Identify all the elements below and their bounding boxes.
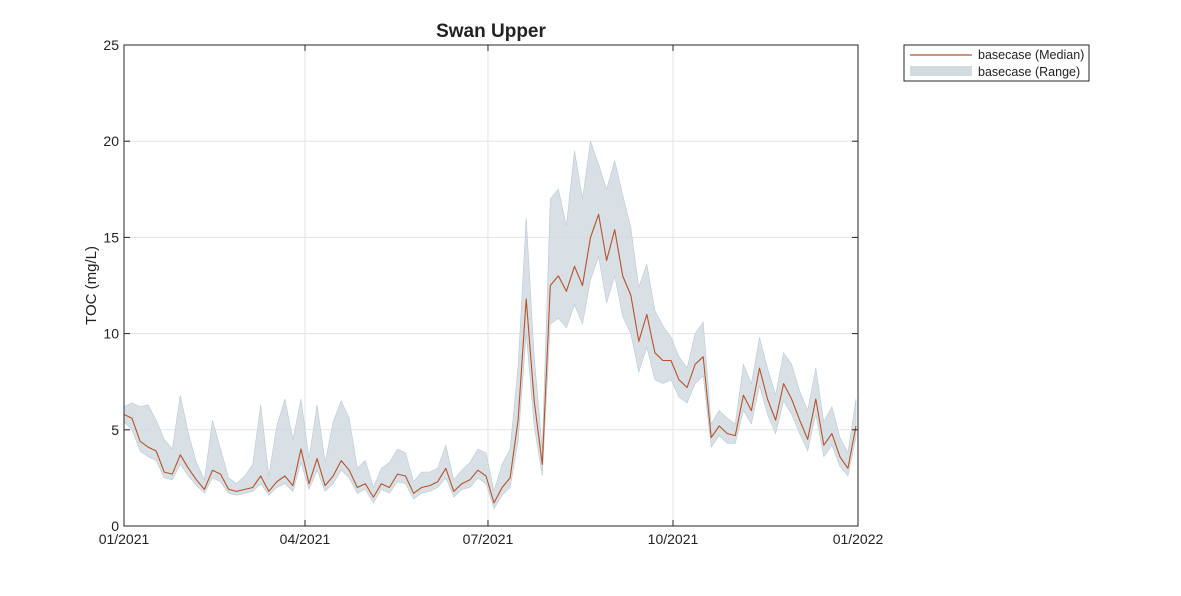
x-tick-label: 01/2022 (833, 531, 884, 547)
median-line-layer (123, 213, 857, 504)
y-axis-ticks: 0 5 10 15 20 25 (103, 37, 858, 534)
x-tick-label: 04/2021 (280, 531, 331, 547)
x-tick-label: 10/2021 (648, 531, 699, 547)
y-axis-label: TOC (mg/L) (83, 246, 100, 325)
range-band (123, 141, 857, 510)
x-axis-ticks: 01/2021 04/2021 07/2021 10/2021 01/2022 (99, 45, 884, 547)
y-tick-label: 10 (103, 326, 119, 342)
y-tick-label: 15 (103, 229, 119, 245)
x-tick-label: 07/2021 (463, 531, 514, 547)
legend-median-label: basecase (Median) (978, 48, 1084, 62)
range-band-layer (123, 141, 857, 510)
chart-title: Swan Upper (436, 21, 546, 42)
y-tick-label: 5 (111, 422, 119, 438)
legend-range-swatch (910, 66, 972, 76)
median-line (123, 213, 857, 504)
plot-frame (123, 44, 859, 527)
legend: basecase (Median) basecase (Range) (903, 44, 1090, 82)
y-tick-label: 25 (103, 37, 119, 53)
legend-range-label: basecase (Range) (978, 65, 1080, 79)
y-tick-label: 0 (111, 518, 119, 534)
x-tick-label: 01/2021 (99, 531, 150, 547)
y-tick-label: 20 (103, 133, 119, 149)
